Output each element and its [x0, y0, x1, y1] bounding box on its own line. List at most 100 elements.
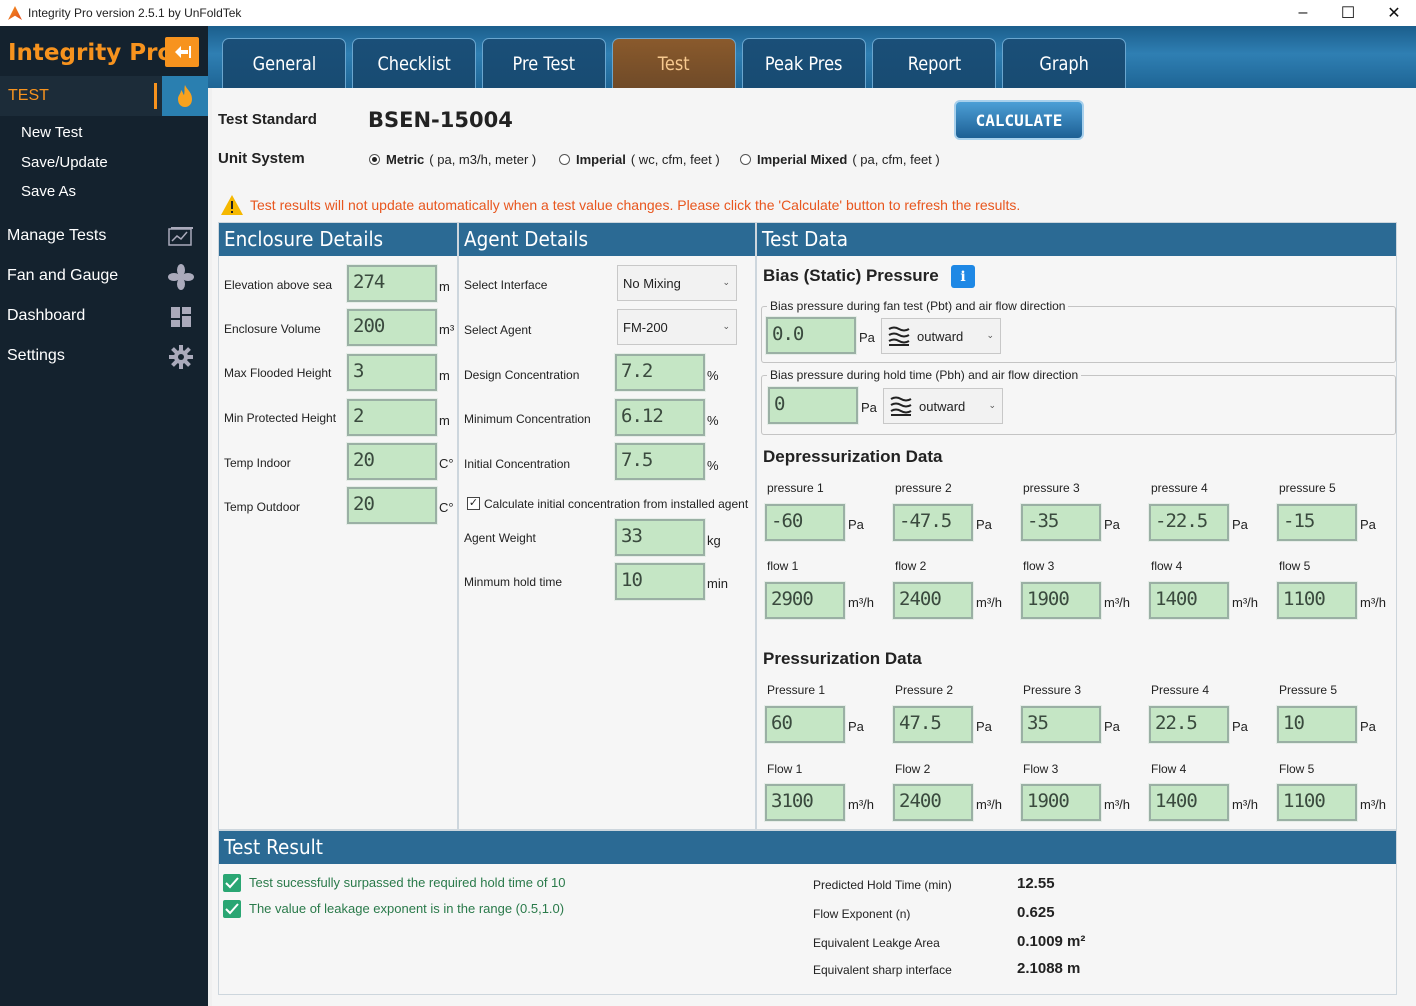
agent-select[interactable]: FM-200 ⌄	[617, 309, 737, 345]
minimize-button[interactable]: –	[1298, 4, 1308, 21]
press-pressure-5-input[interactable]: 10	[1276, 705, 1358, 744]
press-pressure-3-input[interactable]: 35	[1020, 705, 1102, 744]
depress-pressure-5-unit: Pa	[1360, 517, 1376, 532]
sidebar-item-fan-and-gauge[interactable]: Fan and Gauge	[7, 267, 119, 284]
max-flooded-height-input[interactable]: 3	[346, 353, 438, 392]
depress-flow-1-unit: m³/h	[848, 595, 874, 610]
design-concentration-input[interactable]: 7.2	[614, 353, 706, 392]
unit-radio-imperial[interactable]: Imperial ( wc, cfm, feet )	[559, 152, 720, 167]
chart-board-icon	[168, 224, 194, 250]
test-standard-label: Test Standard	[218, 111, 317, 128]
depress-flow-2-input[interactable]: 2400	[892, 581, 974, 620]
close-button[interactable]: ✕	[1387, 5, 1401, 22]
calc-initial-concentration-checkbox[interactable]: ✓	[467, 497, 480, 510]
press-pressure-4-label: Pressure 4	[1151, 683, 1210, 697]
press-pressure-4-input[interactable]: 22.5	[1148, 705, 1230, 744]
air-flow-icon	[888, 326, 910, 346]
initial-concentration-input[interactable]: 7.5	[614, 442, 706, 481]
sidebar-item-manage-tests[interactable]: Manage Tests	[7, 227, 107, 244]
press-pressure-3-label: Pressure 3	[1023, 683, 1082, 697]
sidebar-item-settings[interactable]: Settings	[7, 347, 65, 364]
depress-flow-1-input[interactable]: 2900	[764, 581, 846, 620]
interface-select[interactable]: No Mixing ⌄	[617, 265, 737, 301]
radio-dot	[559, 154, 570, 165]
sidebar-section-test[interactable]: TEST	[0, 76, 208, 116]
bias-pressure-title: Bias (Static) Pressure	[763, 266, 939, 285]
agent-weight-input[interactable]: 33	[614, 518, 706, 557]
maximize-button[interactable]: ☐	[1340, 5, 1356, 22]
depress-pressure-3-input[interactable]: -35	[1020, 503, 1102, 542]
enclosure-panel-title: Enclosure Details	[219, 223, 457, 256]
min-hold-time-input[interactable]: 10	[614, 562, 706, 601]
sidebar-item-save-update[interactable]: Save/Update	[21, 154, 108, 171]
calculate-button[interactable]: CALCULATE	[954, 100, 1084, 140]
collapse-sidebar-button[interactable]	[165, 37, 199, 67]
press-flow-4-input[interactable]: 1400	[1148, 783, 1230, 822]
enclosure-volume-input[interactable]: 200	[346, 308, 438, 347]
depress-pressure-4-unit: Pa	[1232, 517, 1248, 532]
press-flow-1-input[interactable]: 3100	[764, 783, 846, 822]
title-bar: Integrity Pro version 2.5.1 by UnFoldTek…	[0, 0, 1416, 26]
tab-peak-pres[interactable]: Peak Pres	[742, 38, 866, 88]
pbt-direction-select[interactable]: outward ⌄	[881, 318, 1001, 354]
depress-pressure-5-input[interactable]: -15	[1276, 503, 1358, 542]
tab-test[interactable]: Test	[612, 38, 736, 88]
temp-outdoor-input[interactable]: 20	[346, 486, 438, 525]
agent-panel: Agent Details Select Interface No Mixing…	[458, 222, 756, 830]
radio-detail: ( pa, m3/h, meter )	[429, 152, 537, 167]
sidebar-item-save-as[interactable]: Save As	[21, 183, 77, 200]
tab-report[interactable]: Report	[872, 38, 996, 88]
tab-checklist[interactable]: Checklist	[352, 38, 476, 88]
interface-select-value: No Mixing	[623, 275, 681, 291]
press-flow-2-unit: m³/h	[976, 797, 1002, 812]
minimum-concentration-unit: %	[707, 413, 719, 428]
press-flow-3-input[interactable]: 1900	[1020, 783, 1102, 822]
min-protected-height-label: Min Protected Height	[224, 411, 337, 425]
sidebar-item-dashboard[interactable]: Dashboard	[7, 307, 86, 324]
press-pressure-3-unit: Pa	[1104, 719, 1120, 734]
depress-pressure-4-input[interactable]: -22.5	[1148, 503, 1230, 542]
design-concentration-unit: %	[707, 368, 719, 383]
depress-flow-5-input[interactable]: 1100	[1276, 581, 1358, 620]
check-icon	[223, 874, 241, 892]
elevation-input[interactable]: 274	[346, 264, 438, 303]
agent-weight-label: Agent Weight	[464, 531, 536, 545]
tab-general[interactable]: General	[222, 38, 346, 88]
depress-pressure-1-input[interactable]: -60	[764, 503, 846, 542]
press-flow-2-input[interactable]: 2400	[892, 783, 974, 822]
press-pressure-1-input[interactable]: 60	[764, 705, 846, 744]
sidebar-item-new-test[interactable]: New Test	[21, 124, 83, 141]
min-protected-height-input[interactable]: 2	[346, 398, 438, 437]
press-flow-3-label: Flow 3	[1023, 762, 1059, 776]
gear-icon	[168, 344, 194, 370]
sidebar: Integrity Pro TEST New Test Save/Update …	[0, 26, 208, 1006]
info-icon[interactable]: i	[951, 265, 975, 288]
tab-pre-test[interactable]: Pre Test	[482, 38, 606, 88]
pbt-input[interactable]: 0.0	[765, 316, 857, 355]
temp-indoor-input[interactable]: 20	[346, 442, 438, 481]
press-pressure-1-unit: Pa	[848, 719, 864, 734]
brand-logo: Integrity Pro	[8, 40, 174, 66]
predicted-hold-time-value: 12.55	[1017, 875, 1055, 892]
temp-indoor-unit: C°	[439, 456, 454, 471]
radio-label: Imperial	[576, 152, 626, 167]
depress-pressure-2-unit: Pa	[976, 517, 992, 532]
unit-radio-metric[interactable]: Metric ( pa, m3/h, meter )	[369, 152, 536, 167]
pbh-direction-select[interactable]: outward ⌄	[883, 388, 1003, 424]
tab-graph[interactable]: Graph	[1002, 38, 1126, 88]
press-pressure-5-label: Pressure 5	[1279, 683, 1338, 697]
press-pressure-2-input[interactable]: 47.5	[892, 705, 974, 744]
depress-pressure-2-input[interactable]: -47.5	[892, 503, 974, 542]
press-flow-5-unit: m³/h	[1360, 797, 1386, 812]
pbh-input[interactable]: 0	[767, 386, 859, 425]
unit-radio-imperial-mixed[interactable]: Imperial Mixed ( pa, cfm, feet )	[740, 152, 940, 167]
pbh-unit: Pa	[861, 400, 877, 415]
minimum-concentration-input[interactable]: 6.12	[614, 398, 706, 437]
depress-pressure-1-unit: Pa	[848, 517, 864, 532]
depress-flow-4-input[interactable]: 1400	[1148, 581, 1230, 620]
depress-flow-3-input[interactable]: 1900	[1020, 581, 1102, 620]
min-protected-height-unit: m	[439, 413, 450, 428]
press-flow-5-input[interactable]: 1100	[1276, 783, 1358, 822]
minimum-concentration-label: Minimum Concentration	[464, 412, 591, 426]
depress-flow-5-unit: m³/h	[1360, 595, 1386, 610]
